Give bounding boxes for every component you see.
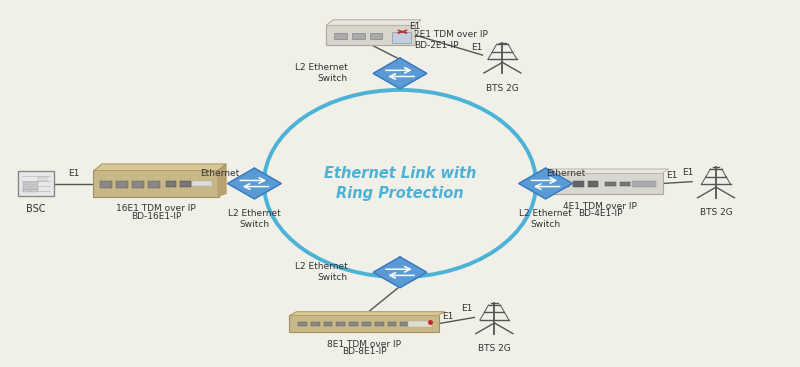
Text: L2 Ethernet
Switch: L2 Ethernet Switch xyxy=(295,63,348,83)
Bar xyxy=(166,181,176,187)
Bar xyxy=(388,322,397,326)
Bar xyxy=(350,322,358,326)
Bar xyxy=(31,182,38,185)
Bar xyxy=(31,186,38,189)
Text: E1: E1 xyxy=(666,171,678,180)
FancyBboxPatch shape xyxy=(538,173,662,194)
FancyBboxPatch shape xyxy=(326,25,415,45)
Bar xyxy=(370,33,382,39)
Text: Ethernet Link with: Ethernet Link with xyxy=(324,166,476,181)
Text: L2 Ethernet
Switch: L2 Ethernet Switch xyxy=(519,209,572,229)
Text: BD-16E1-IP: BD-16E1-IP xyxy=(131,212,181,221)
Bar xyxy=(374,322,384,326)
Text: 2E1 TDM over IP: 2E1 TDM over IP xyxy=(414,30,488,39)
Bar xyxy=(193,181,213,186)
Bar xyxy=(23,186,30,189)
Text: 16E1 TDM over IP: 16E1 TDM over IP xyxy=(116,204,196,214)
Polygon shape xyxy=(228,168,281,199)
Polygon shape xyxy=(519,168,572,199)
Bar xyxy=(334,33,347,39)
Text: Ethernet: Ethernet xyxy=(546,169,586,178)
Text: Ring Protection: Ring Protection xyxy=(336,186,464,201)
Bar xyxy=(352,33,365,39)
Text: 4E1 TDM over IP: 4E1 TDM over IP xyxy=(563,202,637,211)
Bar xyxy=(337,322,346,326)
Polygon shape xyxy=(94,164,226,171)
Text: BTS 2G: BTS 2G xyxy=(700,208,732,218)
Bar xyxy=(23,182,30,185)
Bar xyxy=(133,181,145,188)
Bar xyxy=(23,189,30,192)
Text: L2 Ethernet
Switch: L2 Ethernet Switch xyxy=(295,262,348,282)
Polygon shape xyxy=(538,169,669,174)
Bar xyxy=(117,181,128,188)
Bar xyxy=(401,322,410,326)
Bar xyxy=(558,181,569,187)
Bar xyxy=(544,181,555,187)
Bar xyxy=(31,189,38,192)
Bar xyxy=(311,322,320,326)
Bar xyxy=(620,182,630,186)
Text: 8E1 TDM over IP: 8E1 TDM over IP xyxy=(327,340,401,349)
Text: BD-2E1-IP: BD-2E1-IP xyxy=(414,41,459,50)
Text: BSC: BSC xyxy=(26,204,46,214)
Polygon shape xyxy=(374,257,426,288)
FancyBboxPatch shape xyxy=(93,170,219,197)
Text: BTS 2G: BTS 2G xyxy=(486,84,518,93)
Text: E1: E1 xyxy=(461,304,472,313)
Bar xyxy=(298,322,307,326)
Text: E1: E1 xyxy=(409,22,420,31)
Text: E1: E1 xyxy=(682,168,694,177)
Polygon shape xyxy=(374,58,426,89)
Bar xyxy=(181,181,191,187)
Text: E1: E1 xyxy=(471,43,482,52)
Bar xyxy=(587,181,598,187)
Text: E1: E1 xyxy=(442,312,454,321)
Text: L2 Ethernet
Switch: L2 Ethernet Switch xyxy=(228,209,281,229)
Bar xyxy=(392,32,411,43)
Bar xyxy=(407,321,432,327)
Bar xyxy=(573,181,584,187)
FancyBboxPatch shape xyxy=(18,171,54,196)
FancyBboxPatch shape xyxy=(290,315,438,333)
Text: Ethernet: Ethernet xyxy=(201,169,240,178)
Text: BD-8E1-IP: BD-8E1-IP xyxy=(342,347,386,356)
Bar xyxy=(605,182,615,186)
Polygon shape xyxy=(290,312,445,316)
Bar xyxy=(632,181,656,187)
Bar xyxy=(149,181,160,188)
Polygon shape xyxy=(218,164,226,196)
Bar xyxy=(38,177,47,181)
Polygon shape xyxy=(326,20,421,25)
Text: E1: E1 xyxy=(68,169,79,178)
Bar xyxy=(324,322,333,326)
Bar xyxy=(101,181,113,188)
Text: BD-4E1-IP: BD-4E1-IP xyxy=(578,209,622,218)
Text: BTS 2G: BTS 2G xyxy=(478,344,510,353)
Bar xyxy=(362,322,371,326)
